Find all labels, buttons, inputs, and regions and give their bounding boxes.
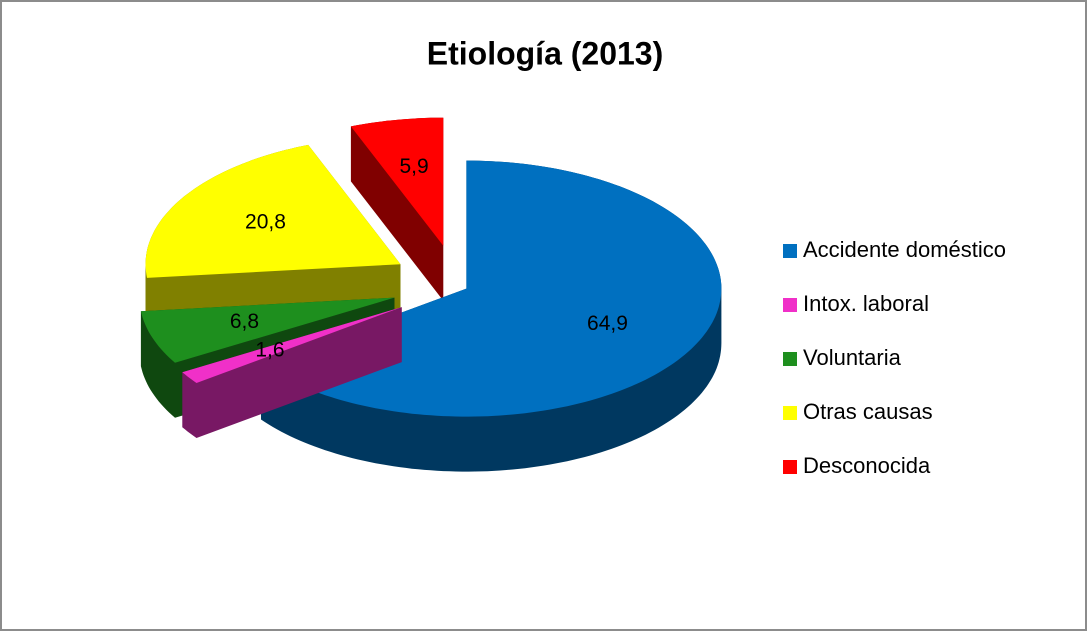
- slice: [182, 307, 402, 383]
- slice: [140, 297, 395, 363]
- legend-label: Otras causas: [803, 399, 933, 424]
- legend-swatch: [783, 352, 797, 366]
- legend-swatch: [783, 406, 797, 420]
- legend-swatch: [783, 244, 797, 258]
- data-label: 1,6: [255, 338, 284, 361]
- data-label: 64,9: [587, 312, 628, 335]
- chart-title: Etiología (2013): [427, 35, 664, 71]
- data-label: 5,9: [400, 155, 429, 178]
- legend-label: Accidente doméstico: [803, 237, 1006, 262]
- legend-swatch: [783, 298, 797, 312]
- slice: [350, 117, 444, 246]
- legend-label: Desconocida: [803, 453, 931, 478]
- legend-swatch: [783, 460, 797, 474]
- data-label: 6,8: [230, 310, 259, 333]
- slice-side: [182, 307, 402, 438]
- legend-label: Voluntaria: [803, 345, 902, 370]
- legend-label: Intox. laboral: [803, 291, 929, 316]
- slice: [145, 144, 401, 278]
- data-label: 20,8: [245, 211, 286, 234]
